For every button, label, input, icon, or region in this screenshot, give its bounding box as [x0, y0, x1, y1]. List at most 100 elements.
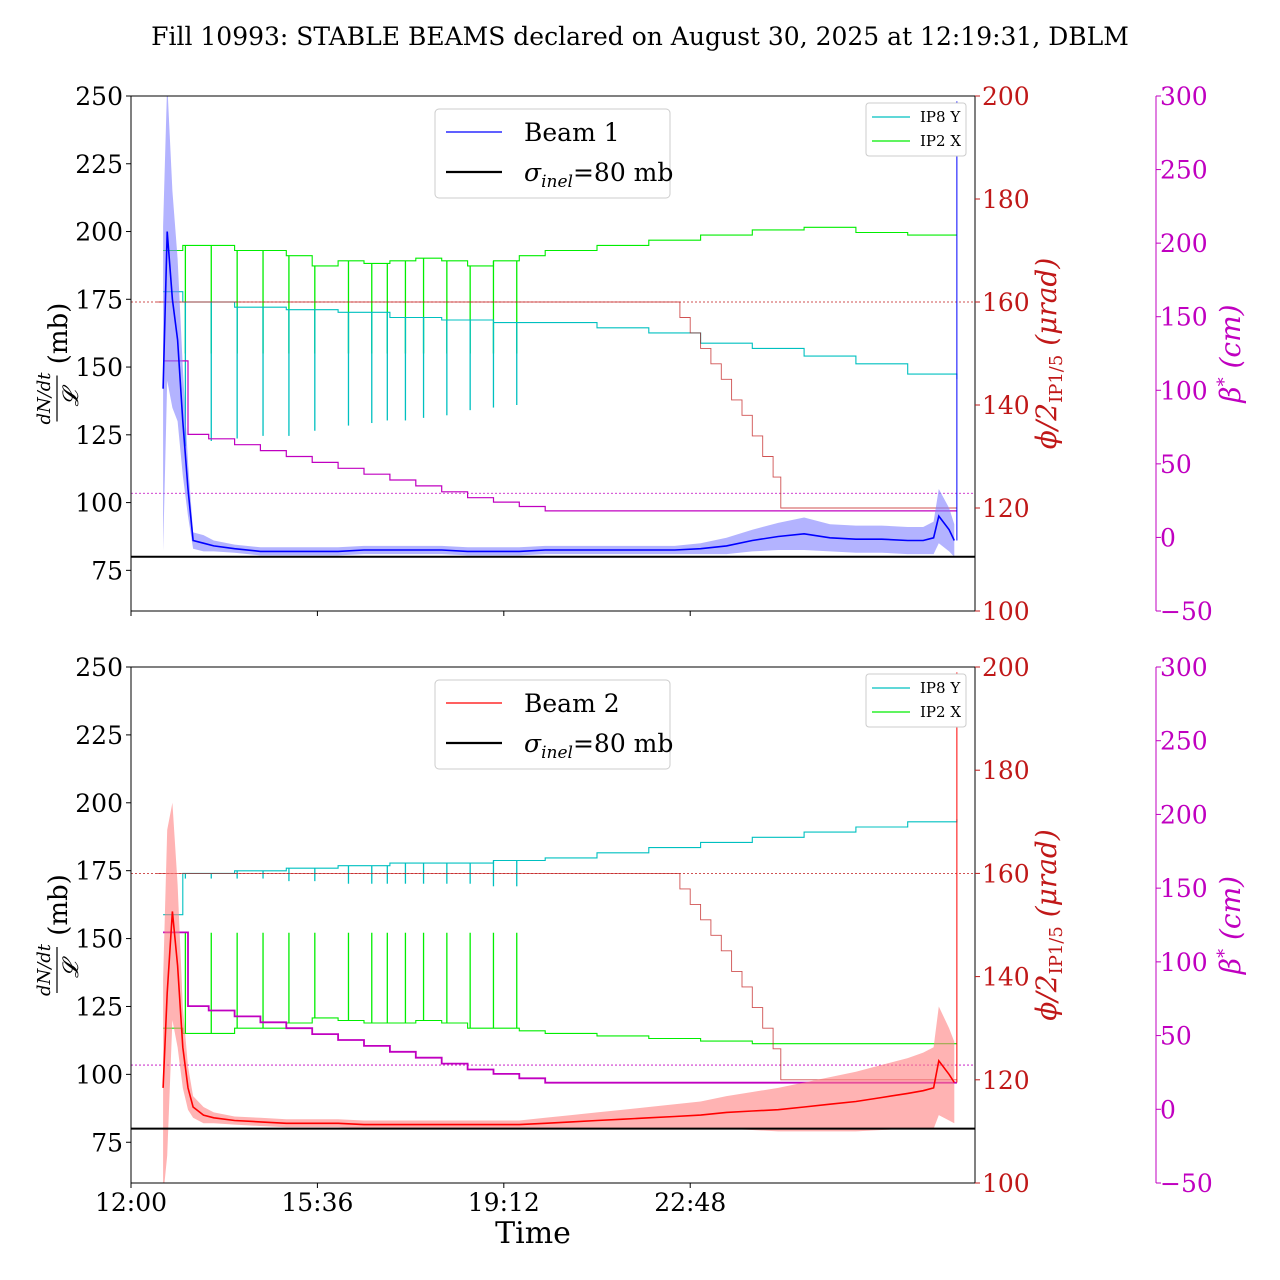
- y2-tick-label: 180: [982, 756, 1030, 785]
- legend-main-label: Beam 2: [524, 689, 620, 718]
- y3-label-unit: (cm): [1214, 876, 1247, 949]
- y2-label-unit: (μrad): [1030, 258, 1063, 355]
- legend-small: IP8 Y IP2 X: [865, 673, 967, 728]
- y3-tick-label: 150: [1160, 874, 1208, 903]
- y2-axis-label: ϕ/2IP1/5 (μrad): [1030, 258, 1067, 450]
- x-axis-label: Time: [495, 1216, 571, 1251]
- y2-tick-label: 120: [982, 494, 1030, 523]
- x-tick-label: 22:48: [654, 1188, 726, 1217]
- y2-label-main: ϕ/2: [1030, 403, 1063, 449]
- legend-sigma-rest: =80 mb: [573, 729, 673, 758]
- y-tick-label: 225: [75, 721, 123, 750]
- y-tick-label: 100: [75, 489, 123, 518]
- legend-small-label: IP8 Y: [920, 108, 961, 126]
- panel-top: 75 100 125 150 175 200 225 250 100 120 140 160 180 20…: [34, 82, 1247, 626]
- legend-sigma-sub: inel: [541, 743, 573, 763]
- ip8y-line: [163, 819, 958, 916]
- y-tick-label: 100: [75, 1060, 123, 1089]
- y3-tick-label: −50: [1160, 597, 1213, 626]
- legend-small: IP8 Y IP2 X: [865, 102, 967, 157]
- legend-main-box: [434, 108, 671, 199]
- legend-main-label: σinel=80 mb: [524, 729, 673, 763]
- y2-label-text: ϕ/2IP1/5 (μrad): [1030, 258, 1067, 450]
- y-label-denominator: 𝓛: [59, 956, 84, 978]
- y2-label-sub: IP1/5: [1046, 926, 1067, 974]
- beam-line: [162, 231, 956, 553]
- y3-label-main: β: [1214, 386, 1247, 403]
- y-tick-label: 225: [75, 150, 123, 179]
- y2-label-main: ϕ/2: [1030, 974, 1063, 1020]
- chart-panels: 75 100 125 150 175 200 225 250 100 120 140 160 180 20…: [34, 82, 1247, 1251]
- y-tick-label: 200: [75, 218, 123, 247]
- y2-tick-label: 100: [982, 597, 1030, 626]
- y3-label-text: β* (cm): [1214, 304, 1247, 403]
- y2-tick-label: 140: [982, 963, 1030, 992]
- y3-label-unit: (cm): [1214, 304, 1247, 377]
- y-label-unit: (mb): [44, 874, 74, 936]
- legend-sigma-symbol: σ: [524, 729, 542, 758]
- y2-tick-label: 140: [982, 391, 1030, 420]
- y2-tick-label: 160: [982, 859, 1030, 888]
- beta-star-line: [163, 360, 957, 512]
- y3-label-sup: *: [1214, 377, 1235, 386]
- legend-sigma-sub: inel: [541, 172, 573, 192]
- y-label-denominator: 𝓛: [59, 385, 84, 407]
- legend-small-box: [865, 673, 967, 728]
- y-tick-label: 75: [91, 1128, 123, 1157]
- panel-bottom: 75 100 125 150 175 200 225 250 100 120 140 160 180 20…: [34, 653, 1247, 1251]
- beta-star-line: [163, 931, 957, 1084]
- y-tick-label: 125: [75, 992, 123, 1021]
- y3-tick-label: 0: [1160, 523, 1176, 552]
- y-tick-label: 150: [75, 925, 123, 954]
- x-tick-label: 19:12: [468, 1188, 540, 1217]
- y-tick-label: 150: [75, 353, 123, 382]
- legend-main-label: σinel=80 mb: [524, 158, 673, 192]
- legend-main-box: [434, 679, 671, 770]
- y2-label-sub: IP1/5: [1046, 355, 1067, 403]
- y-label-numerator: dN/dt: [34, 372, 55, 425]
- y2-label-text: ϕ/2IP1/5 (μrad): [1030, 829, 1067, 1021]
- legend-main: Beam 1 σinel=80 mb: [434, 108, 673, 199]
- legend-sigma-rest: =80 mb: [573, 158, 673, 187]
- y3-tick-label: −50: [1160, 1169, 1213, 1198]
- beam-uncertainty-band: [163, 802, 955, 1183]
- plot-frame: [130, 95, 976, 612]
- legend-small-box: [865, 102, 967, 157]
- y-label-unit: (mb): [44, 303, 74, 365]
- y3-tick-label: 150: [1160, 303, 1208, 332]
- plot-area: [131, 672, 975, 1183]
- ip8y-line: [163, 291, 958, 380]
- y-tick-label: 250: [75, 82, 123, 111]
- y3-tick-label: 250: [1160, 156, 1208, 185]
- y-tick-label: 175: [75, 857, 123, 886]
- y3-tick-label: 100: [1160, 376, 1208, 405]
- x-tick-label: 12:00: [95, 1188, 167, 1217]
- y-tick-label: 175: [75, 285, 123, 314]
- y2-tick-label: 180: [982, 185, 1030, 214]
- y2-tick-label: 200: [982, 653, 1030, 682]
- legend-small-label: IP8 Y: [920, 679, 961, 697]
- beam-line: [162, 911, 955, 1126]
- x-tick-label: 15:36: [281, 1188, 353, 1217]
- crossing-angle-line: [156, 872, 957, 1081]
- y2-label-unit: (μrad): [1030, 829, 1063, 926]
- y3-label-text: β* (cm): [1214, 876, 1247, 975]
- y-tick-label: 75: [91, 556, 123, 585]
- y2-tick-label: 160: [982, 288, 1030, 317]
- y3-tick-label: 0: [1160, 1095, 1176, 1124]
- crossing-angle-line: [156, 301, 957, 509]
- chart-title: Fill 10993: STABLE BEAMS declared on Aug…: [151, 22, 1129, 51]
- y2-tick-label: 120: [982, 1066, 1030, 1095]
- plot-frame: [130, 666, 976, 1184]
- y3-tick-label: 250: [1160, 727, 1208, 756]
- y3-tick-label: 200: [1160, 229, 1208, 258]
- ip2x-line: [163, 226, 957, 267]
- y3-axis-label: β* (cm): [1214, 876, 1247, 975]
- y-tick-label: 250: [75, 653, 123, 682]
- y2-tick-label: 100: [982, 1169, 1030, 1198]
- y-axis-label: dN/dt 𝓛 (mb): [34, 874, 84, 996]
- legend-main-label: Beam 1: [524, 118, 620, 147]
- y-tick-label: 200: [75, 789, 123, 818]
- y2-axis-label: ϕ/2IP1/5 (μrad): [1030, 829, 1067, 1021]
